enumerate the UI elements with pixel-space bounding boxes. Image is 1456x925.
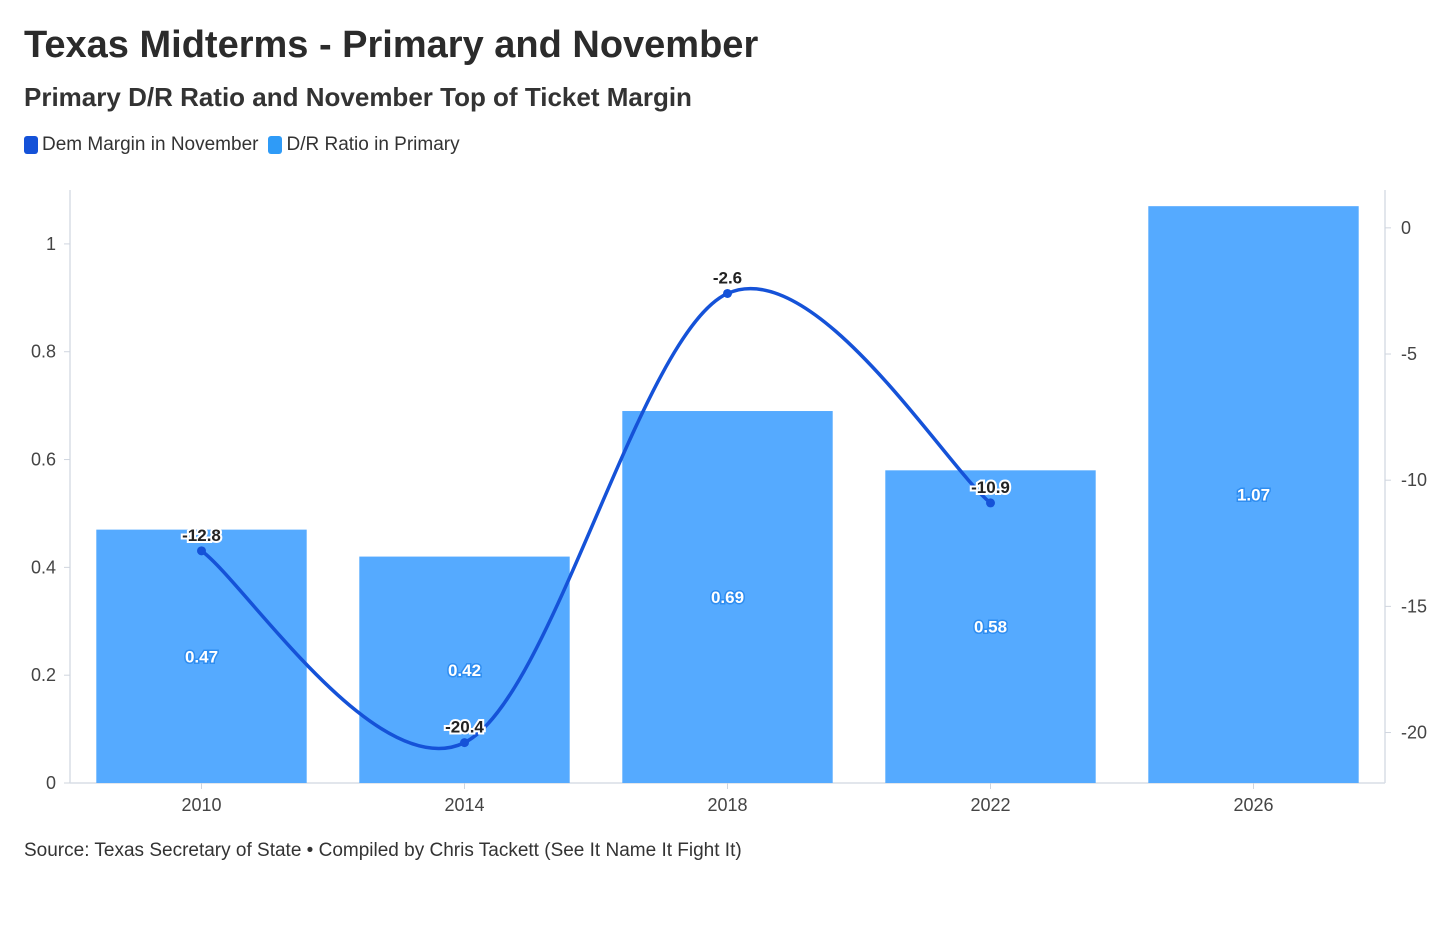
x-tick-label: 2026 (1233, 795, 1273, 815)
line-point (723, 288, 732, 298)
right-tick-label: -5 (1401, 344, 1417, 364)
line-point (986, 498, 995, 508)
right-tick-label: -10 (1401, 470, 1427, 490)
left-tick-label: 0 (46, 773, 56, 793)
legend-item-dem-margin[interactable]: Dem Margin in November (24, 134, 258, 156)
bar-value-label: 1.07 (1237, 486, 1270, 505)
legend: Dem Margin in November D/R Ratio in Prim… (24, 134, 460, 156)
bar-value-label: 0.58 (974, 618, 1007, 637)
legend-swatch-dr-ratio (268, 136, 283, 154)
legend-label-dr-ratio: D/R Ratio in Primary (286, 134, 460, 155)
legend-item-dr-ratio[interactable]: D/R Ratio in Primary (268, 134, 460, 156)
right-tick-label: -20 (1401, 723, 1427, 743)
bar-value-label: 0.47 (185, 647, 218, 666)
bar-value-label: 0.69 (711, 588, 744, 607)
line-value-label: -12.8 (182, 526, 221, 545)
line-point (197, 546, 206, 556)
source-note: Source: Texas Secretary of State • Compi… (24, 840, 742, 861)
line-value-label: -2.6 (713, 268, 742, 287)
chart-title: Texas Midterms - Primary and November (24, 24, 759, 66)
line-value-label: -10.9 (971, 478, 1010, 497)
chart-plot: 0 0.2 0.4 0.6 0.8 1 0 -5 -10 -15 -20 2010 2014 2018 20… (31, 190, 1427, 815)
bar (1148, 206, 1359, 783)
bar (96, 529, 307, 783)
chart-subtitle: Primary D/R Ratio and November Top of Ti… (24, 82, 692, 112)
bar (885, 470, 1096, 783)
left-tick-label: 0.4 (31, 557, 56, 577)
line-point (460, 738, 469, 748)
bar-value-label: 0.42 (448, 661, 481, 680)
x-tick-label: 2018 (707, 795, 747, 815)
left-tick-label: 0.2 (31, 665, 56, 685)
legend-label-dem-margin: Dem Margin in November (42, 134, 259, 155)
left-tick-label: 1 (46, 234, 56, 254)
x-tick-label: 2022 (970, 795, 1010, 815)
x-tick-label: 2014 (444, 795, 484, 815)
legend-swatch-dem-margin (24, 136, 38, 154)
line-value-label: -20.4 (445, 718, 484, 737)
left-tick-label: 0.8 (31, 342, 56, 362)
line-series (199, 286, 993, 751)
bar (622, 411, 833, 783)
left-tick-label: 0.6 (31, 450, 56, 470)
x-tick-label: 2010 (181, 795, 221, 815)
right-tick-label: -15 (1401, 596, 1427, 616)
right-tick-label: 0 (1401, 218, 1411, 238)
